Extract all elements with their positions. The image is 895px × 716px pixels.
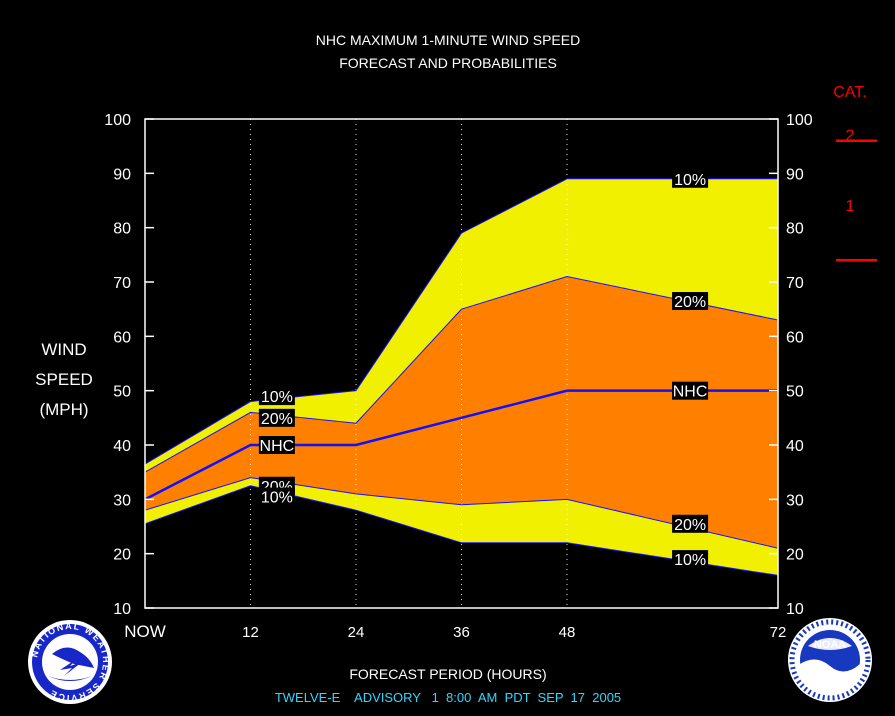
plot-frame [144,118,779,609]
x-axis-ticks: NOW 12 24 36 48 72 [124,622,786,641]
series-label-box [672,550,709,569]
series-line-nhc [144,389,778,501]
series-label-box [672,381,709,400]
series-label-box [258,487,295,506]
y-tick-label-right-80: 80 [786,221,804,238]
y-tick-label-left-80: 80 [113,221,131,238]
series-label-box [672,514,709,533]
y-tick-label-right-10: 10 [786,601,804,618]
y-tick-label-left-90: 90 [113,166,131,183]
series-label-text: NHC [260,438,295,455]
y-tick-label-left-40: 40 [113,438,131,455]
y-tick-label-right-20: 20 [786,547,804,564]
y-tick-label-left-30: 30 [113,492,131,509]
series-label-2: NHC [258,436,295,455]
y-tick-label-right-50: 50 [786,384,804,401]
series-label-text: 10% [261,389,293,406]
noaa-logo-text: NOAA [814,639,846,651]
chart-title: NHC MAXIMUM 1-MINUTE WIND SPEED [316,32,580,48]
y-tick-label-right-100: 100 [786,112,813,129]
y-axis-label-line-2: SPEED [35,370,93,389]
y-tick-label-right-40: 40 [786,438,804,455]
series-line-upper-10pct [144,178,778,465]
y-tick-label-left-50: 50 [113,384,131,401]
y-tick-label-left-10: 10 [113,601,131,618]
series-label-6: 20% [672,292,709,311]
series-line-lower-10pct [144,485,779,576]
series-line-lower-20pct [144,477,779,549]
series-label-1: 20% [258,408,295,428]
series-label-0: 10% [258,387,295,406]
y-tick-label-left-100: 100 [104,112,131,129]
category-header: CAT. [833,84,866,101]
series-label-text: 20% [674,294,706,311]
band-20-percent [145,276,778,549]
series-line-upper-20pct [144,276,779,473]
y-axis-label-line-3: (MPH) [39,400,88,419]
category-scale: 21 [836,127,877,262]
y-axis-ticks: 10 10 20 20 30 30 40 40 50 50 60 60 70 70 80 80 90 90 100 1… [104,112,813,618]
x-axis-label: FORECAST PERIOD (HOURS) [349,666,546,682]
chart-subtitle: FORECAST AND PROBABILITIES [339,55,557,71]
series-label-box [672,292,709,311]
y-tick-label-right-70: 70 [786,275,804,292]
series-label-box [672,169,709,188]
series-label-5: 10% [672,169,709,189]
y-tick-label-right-60: 60 [786,329,804,346]
series-label-8: 20% [672,514,709,534]
x-tick-label-24: 24 [348,624,365,641]
series-label-9: 10% [672,550,709,569]
x-tick-label-72: 72 [770,624,787,641]
x-tick-label-48: 48 [559,624,576,641]
x-tick-label-12: 12 [242,624,259,641]
series-label-text: 10% [674,552,706,569]
y-tick-label-left-60: 60 [113,329,131,346]
x-tick-label-36: 36 [453,624,470,641]
series-label-box [258,408,295,427]
y-tick-label-right-90: 90 [786,166,804,183]
category-label-2: 2 [846,127,855,144]
series-label-4: 10% [258,487,295,507]
series-label-box [258,436,295,454]
nws-logo: NATIONAL WEATHER SERVICE [28,620,112,704]
noaa-logo: NOAA [788,618,872,702]
y-tick-label-left-20: 20 [113,547,131,564]
y-tick-label-right-30: 30 [786,492,804,509]
series-label-7: NHC [672,381,709,401]
y-axis-label-line-1: WIND [41,340,86,359]
y-tick-label-left-70: 70 [113,275,131,292]
series-label-text: NHC [673,384,708,401]
category-label-1: 1 [846,198,855,215]
series-label-text: 10% [261,490,293,507]
advisory-text: TWELVE-E ADVISORY 1 8:00 AM PDT SEP 17 2… [275,690,621,705]
series-label-text: 10% [674,172,706,189]
series-label-text: 20% [261,411,293,428]
probability-bands [145,178,778,576]
series-label-text: 20% [674,517,706,534]
series-label-box [258,387,295,406]
series-lines [144,178,779,576]
x-tick-label-now: NOW [124,622,166,641]
